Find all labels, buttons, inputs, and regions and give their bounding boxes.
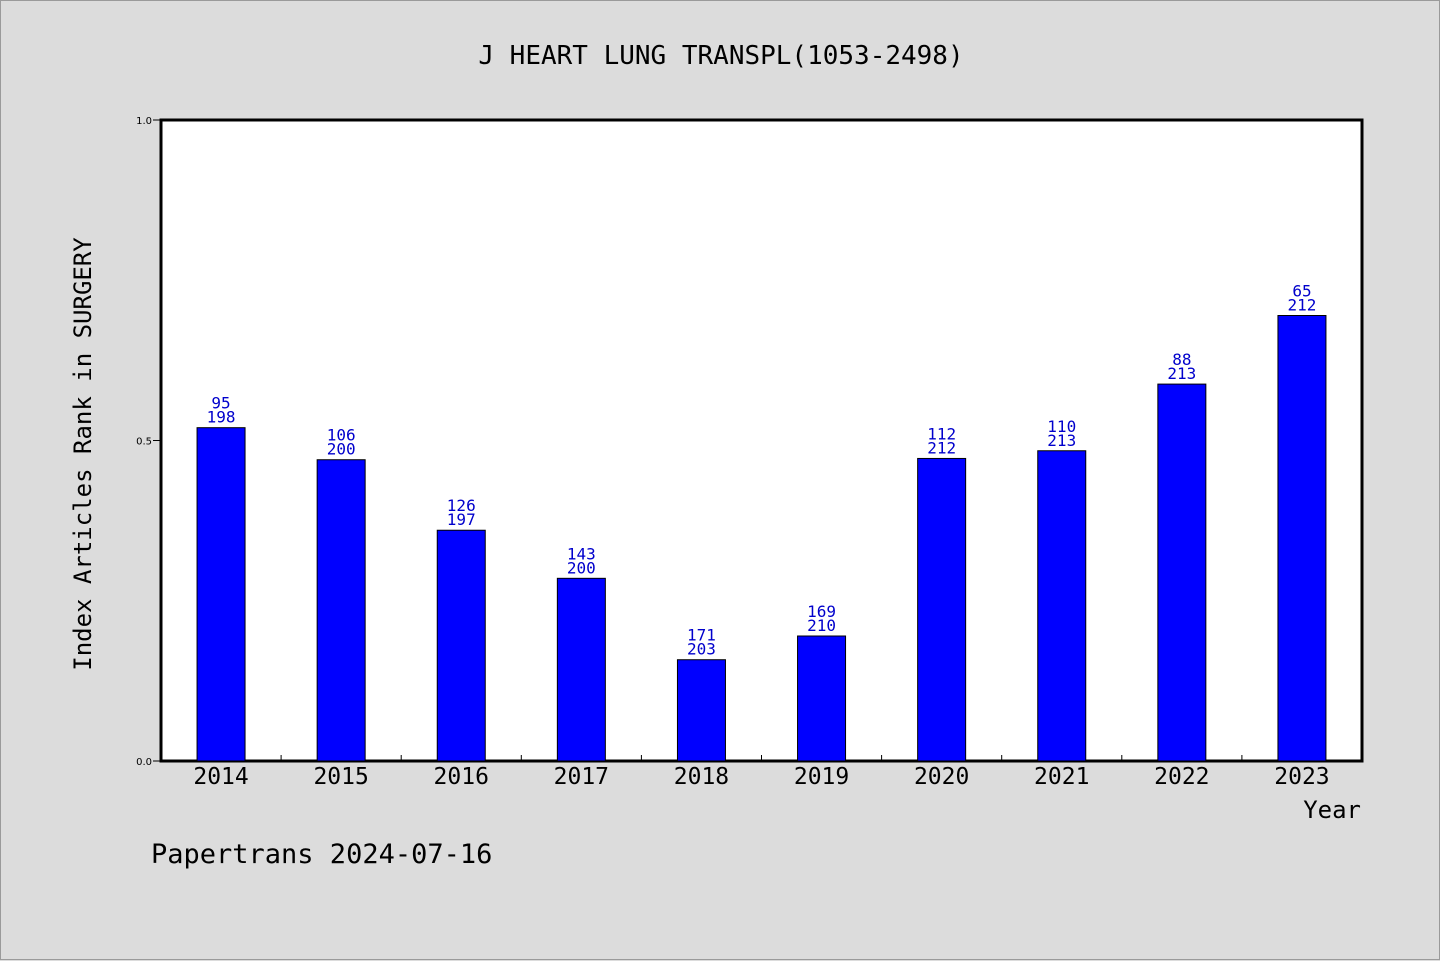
x-tick-label: 2019 xyxy=(794,764,849,790)
x-tick-label: 2018 xyxy=(674,764,729,790)
data-label-rank: 88 xyxy=(1172,350,1191,369)
y-axis: 0.0 0.5 1.0 xyxy=(136,116,161,768)
x-tick-label: 2022 xyxy=(1154,764,1209,790)
bar-2023 xyxy=(1277,315,1327,762)
bar-2022 xyxy=(1157,383,1207,762)
data-label-rank: 95 xyxy=(211,394,230,413)
chart-title: J HEART LUNG TRANSPL(1053-2498) xyxy=(478,41,963,71)
bar-2019 xyxy=(797,635,847,762)
x-tick-label: 2014 xyxy=(193,764,248,790)
data-label-total: 213 xyxy=(1167,364,1196,383)
bar-2018 xyxy=(676,659,726,762)
data-label-rank: 110 xyxy=(1047,417,1076,436)
data-label-total: 203 xyxy=(687,640,716,659)
data-label-rank: 171 xyxy=(687,626,716,645)
bar-2020 xyxy=(917,457,967,762)
x-tick-label: 2023 xyxy=(1274,764,1329,790)
data-label-rank: 169 xyxy=(807,602,836,621)
x-tick-label: 2021 xyxy=(1034,764,1089,790)
data-label-rank: 106 xyxy=(327,426,356,445)
data-label-total: 213 xyxy=(1047,431,1076,450)
y-axis-label: Index Articles Rank in SURGERY xyxy=(69,237,97,671)
data-label-total: 212 xyxy=(1287,296,1316,315)
data-label-rank: 65 xyxy=(1292,282,1311,301)
bar-2017 xyxy=(556,577,606,762)
bar-2016 xyxy=(436,529,486,762)
data-label-total: 212 xyxy=(927,438,956,457)
data-label-total: 210 xyxy=(807,616,836,635)
data-label-total: 200 xyxy=(327,440,356,459)
y-tick-label: 1.0 xyxy=(136,116,152,127)
bar-2014 xyxy=(196,427,246,762)
footer-credit: Papertrans 2024-07-16 xyxy=(151,839,492,870)
x-tick-label: 2017 xyxy=(554,764,609,790)
data-label-rank: 112 xyxy=(927,424,956,443)
x-axis-label: Year xyxy=(1303,796,1361,824)
x-axis: 2014 2015 2016 2017 2018 2019 2020 2021 2022 2023 xyxy=(193,755,1330,790)
data-label-rank: 126 xyxy=(447,496,476,515)
data-label-total: 198 xyxy=(207,408,236,427)
x-tick-label: 2020 xyxy=(914,764,969,790)
data-label-total: 200 xyxy=(567,558,596,577)
bar-2015 xyxy=(316,459,366,762)
data-label-total: 197 xyxy=(447,510,476,529)
bar-2021 xyxy=(1037,450,1087,762)
data-label-rank: 143 xyxy=(567,544,596,563)
y-tick-label: 0.0 xyxy=(136,757,152,768)
x-tick-label: 2015 xyxy=(313,764,368,790)
x-tick-label: 2016 xyxy=(434,764,489,790)
y-tick-label: 0.5 xyxy=(136,437,152,448)
bar-series: 9519810620012619714320017120316921011221… xyxy=(196,282,1327,762)
